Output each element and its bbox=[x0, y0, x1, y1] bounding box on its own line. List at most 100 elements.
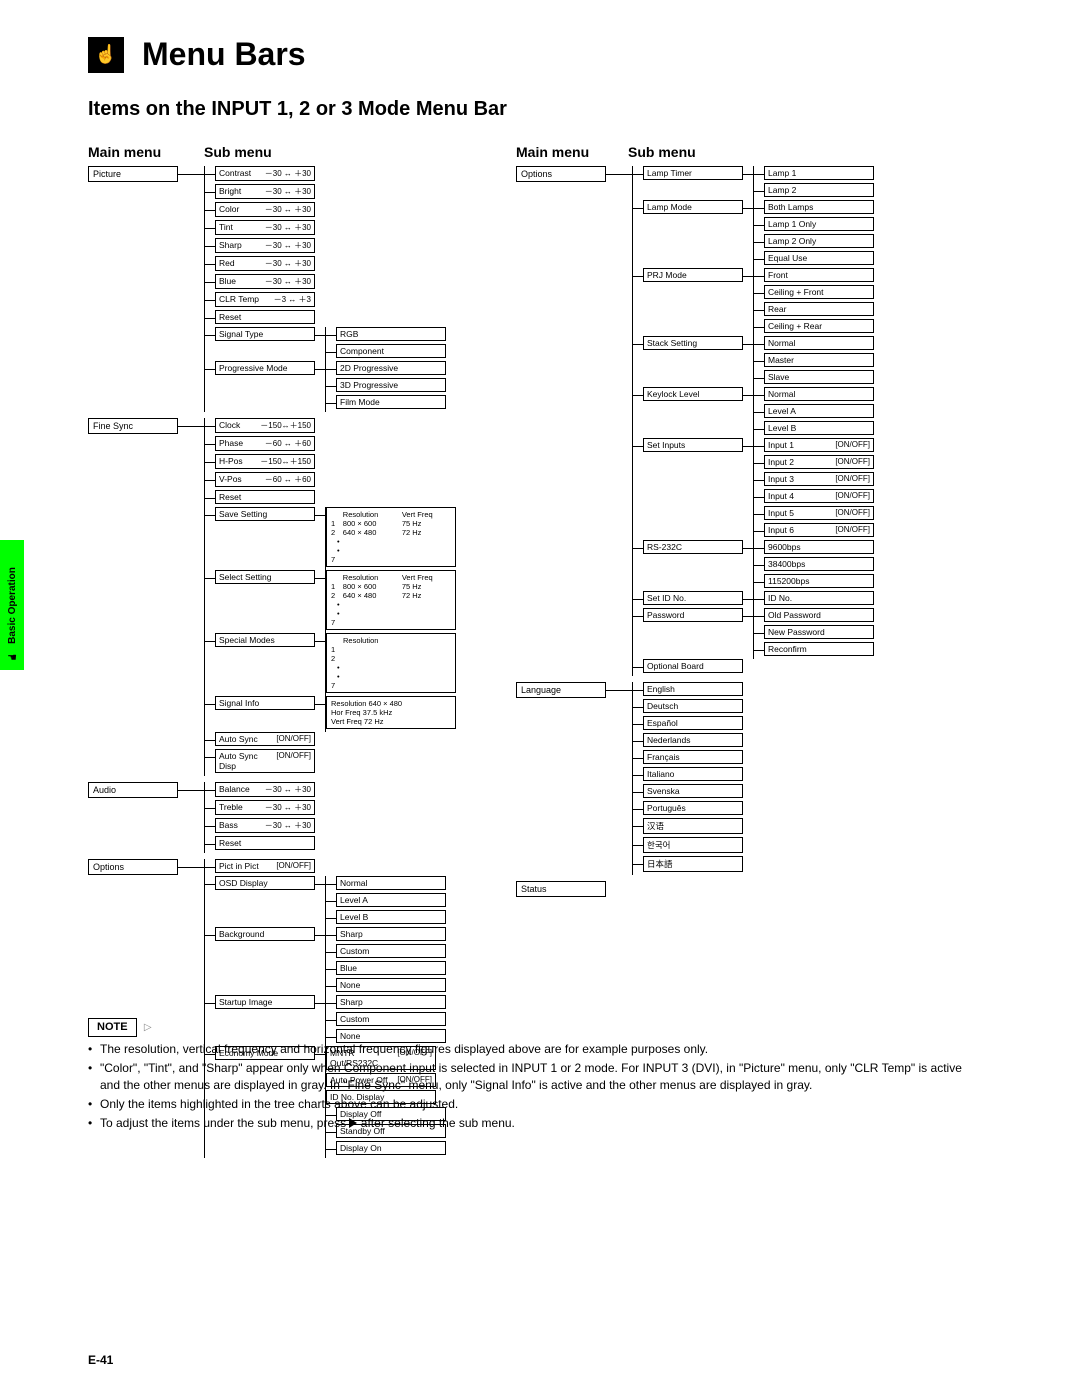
sub-menu-item: Password bbox=[643, 608, 743, 622]
main-menu-item: Options bbox=[88, 859, 178, 875]
sub-menu-item: Optional Board bbox=[643, 659, 743, 673]
resolution-table: ResolutionVert Freq1800 × 60075 Hz2640 ×… bbox=[326, 570, 456, 630]
sub3-item: Input 5[ON/OFF] bbox=[764, 506, 874, 520]
col-header-sub-left: Sub menu bbox=[204, 144, 272, 160]
main-menu-item: Fine Sync bbox=[88, 418, 178, 434]
note-bullet: Only the items highlighted in the tree c… bbox=[88, 1096, 968, 1113]
side-tab: Basic Operation ☚ bbox=[0, 540, 24, 670]
sub3-list: NormalLevel ALevel B bbox=[325, 876, 446, 927]
sub-menu-item: Tint－30 ↔ ＋30 bbox=[215, 220, 315, 235]
sub3-item: Normal bbox=[764, 336, 874, 350]
sub-menu-item: Auto Sync[ON/OFF] bbox=[215, 732, 315, 746]
sub3-item: Lamp 1 bbox=[764, 166, 874, 180]
sub-menu-item: CLR Temp－3 ↔ ＋3 bbox=[215, 292, 315, 307]
menu-group: PictureContrast－30 ↔ ＋30Bright－30 ↔ ＋30C… bbox=[88, 166, 498, 412]
note-section: NOTE ▷ The resolution, vertical frequenc… bbox=[88, 1018, 968, 1133]
sub-menu-item: Progressive Mode bbox=[215, 361, 315, 375]
sub-menu-item: 汉语 bbox=[643, 818, 743, 834]
sub-menu-item: Save Setting bbox=[215, 507, 315, 521]
sub3-item: Level B bbox=[764, 421, 874, 435]
sub-menu-item: Svenska bbox=[643, 784, 743, 798]
sub3-list: ResolutionVert Freq1800 × 60075 Hz2640 ×… bbox=[325, 507, 456, 570]
sub3-list: ID No. bbox=[753, 591, 874, 608]
sub-menu-item: Bright－30 ↔ ＋30 bbox=[215, 184, 315, 199]
sub-menu-item: Contrast－30 ↔ ＋30 bbox=[215, 166, 315, 181]
sub-menu-item: Background bbox=[215, 927, 315, 941]
sub-menu-item: Bass－30 ↔ ＋30 bbox=[215, 818, 315, 833]
sub-menu-item: RS-232C bbox=[643, 540, 743, 554]
sub-menu-item: 한국어 bbox=[643, 837, 743, 853]
sub3-item: Sharp bbox=[336, 995, 446, 1009]
sub-menu-item: Set Inputs bbox=[643, 438, 743, 452]
sub3-item: Old Password bbox=[764, 608, 874, 622]
sub3-item: Normal bbox=[764, 387, 874, 401]
sub3-list: Lamp 1Lamp 2 bbox=[753, 166, 874, 200]
sub3-item: 3D Progressive bbox=[336, 378, 446, 392]
play-icon bbox=[349, 1118, 357, 1128]
sub3-item: Input 4[ON/OFF] bbox=[764, 489, 874, 503]
sub-menu-item: Português bbox=[643, 801, 743, 815]
sub-menu-item: Red－30 ↔ ＋30 bbox=[215, 256, 315, 271]
sub3-list: SharpCustomBlueNone bbox=[325, 927, 446, 995]
sub3-item: Reconfirm bbox=[764, 642, 874, 656]
menu-group: Status bbox=[516, 881, 976, 897]
sub-menu-item: Color－30 ↔ ＋30 bbox=[215, 202, 315, 217]
sub-menu-item: Deutsch bbox=[643, 699, 743, 713]
note-label: NOTE bbox=[88, 1018, 137, 1037]
sub-menu-item: Lamp Mode bbox=[643, 200, 743, 214]
hand-icon: ☚ bbox=[7, 651, 17, 664]
sub3-item: Film Mode bbox=[336, 395, 446, 409]
sub3-item: Input 1[ON/OFF] bbox=[764, 438, 874, 452]
sub-menu-item: Pict in Pict[ON/OFF] bbox=[215, 859, 315, 873]
page-title: Menu Bars bbox=[142, 36, 306, 73]
sub3-list: 2D Progressive3D ProgressiveFilm Mode bbox=[325, 361, 446, 412]
sub3-list: RGBComponent bbox=[325, 327, 446, 361]
sub-menu-item: Clock－150↔＋150 bbox=[215, 418, 315, 433]
note-bullet: The resolution, vertical frequency and h… bbox=[88, 1041, 968, 1058]
menu-group: LanguageEnglishDeutschEspañolNederlandsF… bbox=[516, 682, 976, 875]
sub-menu-item: Español bbox=[643, 716, 743, 730]
sub-menu-list: Balance－30 ↔ ＋30Treble－30 ↔ ＋30Bass－30 ↔… bbox=[204, 782, 315, 853]
sub-menu-item: Keylock Level bbox=[643, 387, 743, 401]
page-number: E-41 bbox=[88, 1353, 113, 1367]
sub3-item: Lamp 2 Only bbox=[764, 234, 874, 248]
sub3-item: Blue bbox=[336, 961, 446, 975]
main-menu-item: Options bbox=[516, 166, 606, 182]
sub-menu-list: Contrast－30 ↔ ＋30 Bright－30 ↔ ＋30 Color－30… bbox=[204, 166, 446, 412]
sub3-item: Level A bbox=[764, 404, 874, 418]
sub-menu-item: Reset bbox=[215, 310, 315, 324]
menu-group: Fine SyncClock－150↔＋150Phase－60 ↔ ＋60H-P… bbox=[88, 418, 498, 776]
sub3-list: FrontCeiling + FrontRearCeiling + Rear bbox=[753, 268, 874, 336]
side-tab-label: Basic Operation bbox=[7, 567, 18, 644]
sub3-item: Master bbox=[764, 353, 874, 367]
sub-menu-item: Français bbox=[643, 750, 743, 764]
sub-menu-item: Balance－30 ↔ ＋30 bbox=[215, 782, 315, 797]
note-arrow-icon: ▷ bbox=[144, 1021, 152, 1035]
sub-menu-item: Auto Sync Disp[ON/OFF] bbox=[215, 749, 315, 773]
page-header: ☝ Menu Bars bbox=[88, 36, 306, 73]
sub3-item: Equal Use bbox=[764, 251, 874, 265]
sub3-item: Lamp 1 Only bbox=[764, 217, 874, 231]
sub-menu-list: Lamp Timer Lamp 1Lamp 2 Lamp Mode Both Lamp… bbox=[632, 166, 874, 676]
sub3-item: Input 2[ON/OFF] bbox=[764, 455, 874, 469]
sub3-item: Input 6[ON/OFF] bbox=[764, 523, 874, 537]
sub3-item: Ceiling + Front bbox=[764, 285, 874, 299]
sub3-list: Resolution12••7 bbox=[325, 633, 456, 696]
signal-info-table: Resolution 640 × 480Hor Freq 37.5 kHzVer… bbox=[326, 696, 456, 729]
sub3-list: NormalMasterSlave bbox=[753, 336, 874, 387]
sub-menu-item: Signal Type bbox=[215, 327, 315, 341]
sub-menu-list: Clock－150↔＋150Phase－60 ↔ ＋60H-Pos－150↔＋1… bbox=[204, 418, 456, 776]
sub3-item: RGB bbox=[336, 327, 446, 341]
sub-menu-item: Nederlands bbox=[643, 733, 743, 747]
sub-menu-item: Lamp Timer bbox=[643, 166, 743, 180]
note-list: The resolution, vertical frequency and h… bbox=[88, 1041, 968, 1131]
sub3-item: New Password bbox=[764, 625, 874, 639]
sub-menu-list: EnglishDeutschEspañolNederlandsFrançaisI… bbox=[632, 682, 743, 875]
sub-menu-item: Sharp－30 ↔ ＋30 bbox=[215, 238, 315, 253]
sub3-list: Normal Level A Level B bbox=[753, 387, 874, 438]
sub-menu-item: Phase－60 ↔ ＋60 bbox=[215, 436, 315, 451]
sub3-item: Both Lamps bbox=[764, 200, 874, 214]
sub3-item: Front bbox=[764, 268, 874, 282]
note-bullet: To adjust the items under the sub menu, … bbox=[88, 1115, 968, 1132]
sub3-item: Rear bbox=[764, 302, 874, 316]
